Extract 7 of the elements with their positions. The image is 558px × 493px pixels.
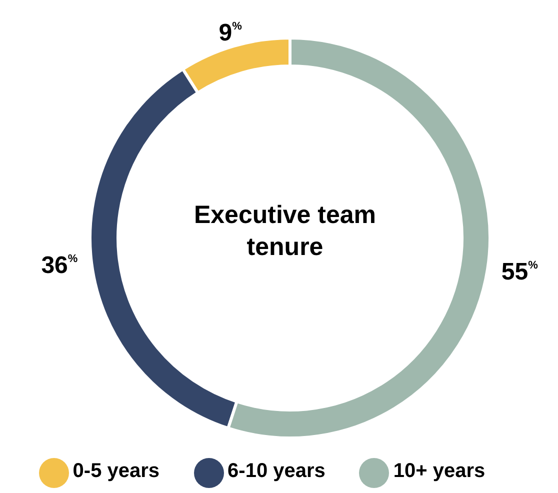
data-label: 55$^{%}$ [501,258,538,285]
legend-label: 0-5 years [72,460,160,482]
text: Executive team tenure [192,200,378,263]
legend-label: 10+ years [393,460,486,482]
data-label: 9$^{%}$ [218,18,242,46]
data-label: 36$^{%}$ [41,251,78,278]
legend-label: 6-10 years [228,460,326,482]
